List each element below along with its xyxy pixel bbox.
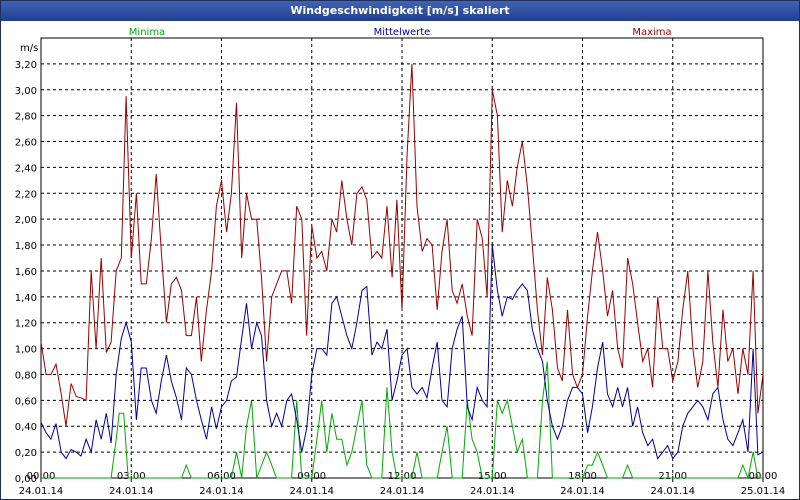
wind-speed-chart: 0,00 0,20 0,40 0,60 0,80 1,00 1,20 1,40 1,60 1,80… <box>15 27 786 497</box>
x-tick-time: 03:00 <box>117 471 146 482</box>
x-tick-date: 24.01.14 <box>560 486 605 497</box>
x-tick-time: 06:00 <box>207 471 236 482</box>
y-tick-label: 0,40 <box>15 422 37 433</box>
y-tick-label: 1,40 <box>15 293 37 304</box>
x-axis: 00:00 24.01.14 03:00 24.01.14 06:00 24.01.14 0… <box>19 471 786 497</box>
y-tick-label: 1,00 <box>15 345 37 356</box>
y-tick-label: 2,60 <box>15 138 37 149</box>
x-tick-time: 18:00 <box>568 471 597 482</box>
legend-item: Mittelwerte <box>374 27 431 38</box>
y-tick-label: 1,20 <box>15 319 37 330</box>
series-line-maxima <box>40 63 764 427</box>
x-tick-date: 24.01.14 <box>289 486 334 497</box>
x-tick-date: 24.01.14 <box>380 486 425 497</box>
y-tick-label: 2,40 <box>15 163 37 174</box>
x-tick-date: 24.01.14 <box>19 486 64 497</box>
window-title: Windgeschwindigkeit [m/s] skaliert <box>1 1 799 21</box>
series-line-mittelwerte <box>40 245 764 460</box>
x-tick-time: 12:00 <box>388 471 417 482</box>
x-tick-date: 24.01.14 <box>650 486 695 497</box>
y-tick-label: 1,80 <box>15 241 37 252</box>
x-tick-time: 21:00 <box>658 471 687 482</box>
y-axis-label: m/s <box>20 43 38 54</box>
series-lines <box>40 63 764 480</box>
legend: Minima Mittelwerte Maxima <box>129 27 672 38</box>
legend-item: Minima <box>129 27 165 38</box>
y-tick-label: 3,00 <box>15 86 37 97</box>
series-line-minima <box>41 361 763 480</box>
y-tick-label: 0,00 <box>15 474 37 485</box>
y-tick-label: 0,20 <box>15 448 37 459</box>
y-tick-label: 0,60 <box>15 396 37 407</box>
y-tick-label: 2,80 <box>15 112 37 123</box>
y-tick-label: 2,20 <box>15 189 37 200</box>
x-tick-time: 00:00 <box>749 471 778 482</box>
x-tick-date: 24.01.14 <box>109 486 154 497</box>
x-tick-date: 25.01.14 <box>741 486 786 497</box>
legend-item: Maxima <box>632 27 671 38</box>
y-tick-label: 1,60 <box>15 267 37 278</box>
x-tick-date: 24.01.14 <box>470 486 515 497</box>
x-tick-time: 00:00 <box>27 471 56 482</box>
x-tick-date: 24.01.14 <box>199 486 244 497</box>
y-tick-label: 2,00 <box>15 215 37 226</box>
y-tick-label: 3,20 <box>15 60 37 71</box>
y-axis: 0,00 0,20 0,40 0,60 0,80 1,00 1,20 1,40 1,60 1,80… <box>15 60 37 485</box>
y-tick-label: 0,80 <box>15 370 37 381</box>
